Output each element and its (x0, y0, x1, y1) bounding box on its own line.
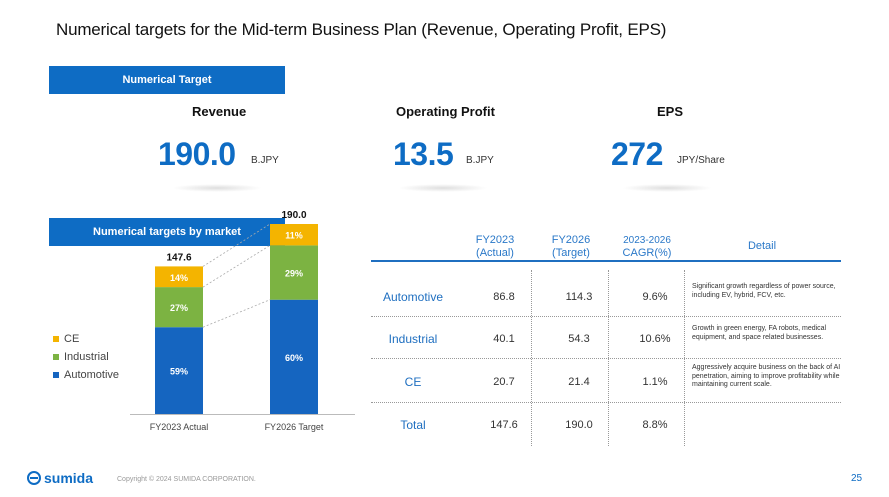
header-fy2023: FY2023 (Actual) (460, 234, 530, 260)
bar-share-label-industrial-1: 29% (285, 269, 303, 279)
bar-total-label-1: 190.0 (281, 210, 306, 221)
cell-total-fy2023: 147.6 (490, 419, 518, 431)
legend-label-automotive: Automotive (64, 369, 120, 381)
bar-share-label-automotive-1: 60% (285, 353, 303, 363)
row-label-industrial: Industrial (388, 332, 438, 346)
bar-share-label-ce-1: 11% (285, 231, 303, 241)
section-label-numerical-target: Numerical Target (49, 66, 285, 94)
bar-share-label-industrial-0: 27% (170, 303, 188, 313)
cell-automotive-detail: Significant growth regardless of power s… (692, 283, 836, 299)
bar-automotive-1 (270, 299, 318, 414)
cell-automotive-fy2026: 114.3 (565, 291, 593, 303)
bar-share-label-ce-0: 14% (170, 273, 188, 283)
cell-industrial-cagr: 10.6% (639, 333, 671, 345)
kpi-revenue-shadow (172, 184, 262, 192)
header-fy2023-line1: FY2023 (475, 234, 515, 246)
bar-ce-0 (155, 266, 203, 288)
kpi-revenue-label: Revenue (192, 104, 247, 119)
cell-industrial-fy2023: 40.1 (493, 333, 515, 345)
kpi-eps-label: EPS (657, 104, 684, 119)
table-row-divider (371, 402, 841, 403)
legend-swatch-industrial (53, 354, 59, 360)
sumida-logo: sumida (27, 470, 93, 486)
cell-ce-fy2023: 20.7 (493, 376, 515, 388)
kpi-operating-profit-label: Operating Profit (396, 104, 495, 119)
kpi-operating-profit-value: 13.5 (393, 136, 454, 172)
bar-total-label-0: 147.6 (166, 252, 191, 263)
legend-swatch-automotive (53, 372, 59, 378)
cell-industrial-detail: Growth in green energy, FA robots, medic… (692, 325, 827, 341)
legend-label-industrial: Industrial (64, 351, 109, 363)
cell-ce-fy2026: 21.4 (568, 376, 590, 388)
row-label-automotive: Automotive (382, 290, 444, 304)
header-fy2026-line2: (Target) (552, 247, 590, 259)
legend-item-automotive: Automotive (53, 366, 119, 384)
bar-ce-1 (270, 224, 318, 246)
bar-connector-line (202, 245, 271, 288)
header-cagr-line1: 2023-2026 (623, 235, 671, 246)
header-detail: Detail (747, 240, 777, 252)
sumida-logo-icon (27, 471, 41, 485)
kpi-revenue-unit: B.JPY (251, 155, 279, 166)
legend-item-ce: CE (53, 330, 119, 348)
kpi-eps-unit: JPY/Share (677, 155, 725, 166)
kpi-eps-shadow (622, 184, 712, 192)
legend-swatch-ce (53, 336, 59, 342)
page-title: Numerical targets for the Mid-term Busin… (56, 20, 667, 39)
bar-automotive-0 (155, 327, 203, 414)
cell-total-fy2026: 190.0 (565, 419, 593, 431)
row-label-ce: CE (404, 375, 422, 389)
header-cagr: 2023-2026 CAGR(%) (611, 234, 683, 260)
bar-connector-line (202, 223, 271, 267)
bar-industrial-1 (270, 245, 318, 300)
header-fy2026-line1: FY2026 (551, 234, 591, 246)
cell-total-cagr: 8.8% (642, 419, 668, 431)
sumida-logo-text: sumida (44, 470, 94, 486)
cell-automotive-cagr: 9.6% (642, 291, 668, 303)
x-tick-label-1: FY2026 Target (265, 422, 324, 432)
section-label-targets-by-market: Numerical targets by market (49, 218, 285, 246)
kpi-operating-profit-unit: B.JPY (466, 155, 494, 166)
legend-label-ce: CE (64, 333, 80, 345)
copyright-text: Copyright © 2024 SUMIDA CORPORATION. (117, 476, 256, 483)
table-header-rule (371, 260, 841, 262)
kpi-operating-profit-shadow (398, 184, 488, 192)
page-number: 25 (851, 473, 863, 484)
cell-industrial-fy2026: 54.3 (568, 333, 590, 345)
header-fy2023-line2: (Actual) (476, 247, 514, 259)
bar-share-label-automotive-0: 59% (170, 367, 188, 377)
header-fy2026: FY2026 (Target) (536, 234, 606, 260)
chart-legend: CE Industrial Automotive (53, 330, 119, 384)
cell-ce-detail: Aggressively acquire business on the bac… (692, 364, 841, 388)
cell-ce-cagr: 1.1% (642, 376, 668, 388)
kpi-eps-value: 272 (611, 136, 663, 172)
cell-automotive-fy2023: 86.8 (493, 291, 515, 303)
x-tick-label-0: FY2023 Actual (150, 422, 209, 432)
bar-connector-line (202, 299, 271, 328)
bar-industrial-0 (155, 287, 203, 328)
row-label-total: Total (400, 418, 426, 432)
header-cagr-line2: CAGR(%) (622, 247, 672, 259)
legend-item-industrial: Industrial (53, 348, 119, 366)
table-row-divider (371, 358, 841, 359)
table-row-divider (371, 316, 841, 317)
kpi-revenue-value: 190.0 (158, 136, 236, 172)
